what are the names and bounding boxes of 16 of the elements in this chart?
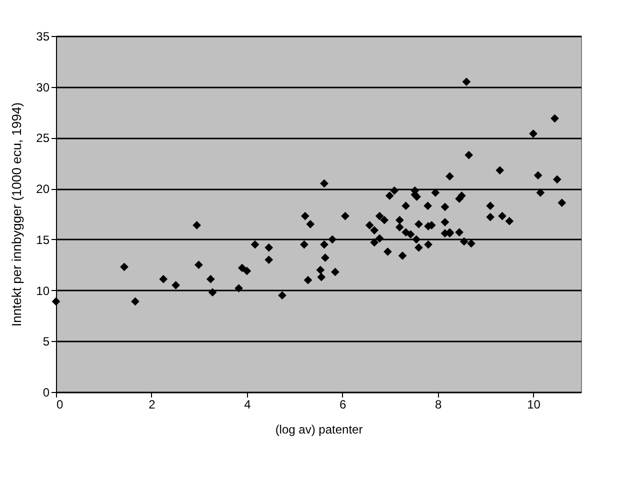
y-tick-label: 15 <box>36 232 50 247</box>
y-tick-label: 10 <box>36 284 50 298</box>
x-axis-title: (log av) patenter <box>275 422 363 436</box>
y-tick-label: 5 <box>42 334 50 349</box>
x-tick-label: 0 <box>56 398 64 412</box>
y-tick-label: 0 <box>42 386 50 400</box>
x-tick-label: 6 <box>340 398 347 412</box>
x-tick-label: 2 <box>148 398 156 412</box>
y-axis-title: Inntekt per innbygger (1000 ecu, 1994) <box>9 102 24 327</box>
x-tick-label: 8 <box>434 398 442 412</box>
x-tick-label: 4 <box>244 398 252 412</box>
y-tick-label: 35 <box>36 30 50 44</box>
x-tick-label: 10 <box>527 398 541 412</box>
y-tick-label: 25 <box>36 131 50 146</box>
y-tick-label: 20 <box>36 182 50 196</box>
y-tick-label: 30 <box>36 80 50 94</box>
